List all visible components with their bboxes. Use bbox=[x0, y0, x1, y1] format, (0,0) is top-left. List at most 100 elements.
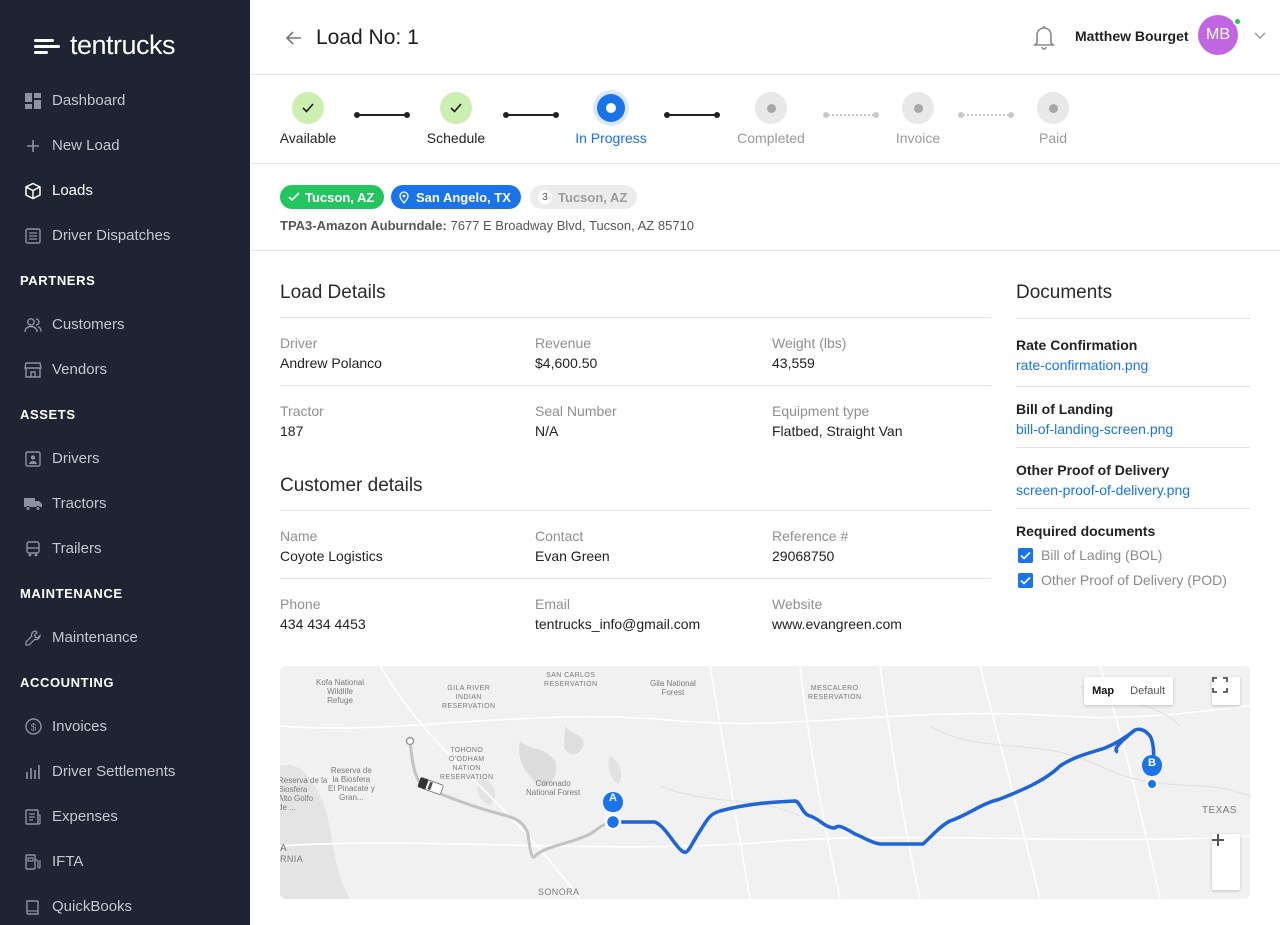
map-label: Gila National Forest bbox=[650, 679, 696, 697]
divider bbox=[280, 578, 991, 579]
stop-chip-delivery[interactable]: San Angelo, TX bbox=[391, 185, 521, 209]
pending-step-icon bbox=[755, 92, 787, 124]
map-type-map-button[interactable]: Map bbox=[1092, 685, 1115, 697]
route-map[interactable]: A B Kofa National Wildlife Refuge GILA R… bbox=[280, 666, 1250, 899]
stop-chip-return[interactable]: 3 Tucson, AZ bbox=[530, 185, 638, 209]
sidebar-item-label: Trailers bbox=[52, 540, 102, 557]
sidebar-item-vendors[interactable]: Vendors bbox=[0, 347, 250, 392]
document-link[interactable]: screen-proof-of-delivery.png bbox=[1016, 482, 1191, 498]
truck-marker-icon bbox=[417, 777, 444, 795]
sidebar-item-dashboard[interactable]: Dashboard bbox=[0, 78, 250, 123]
customer-name-value: Coyote Logistics bbox=[280, 548, 383, 564]
seal-number-value: N/A bbox=[535, 423, 559, 439]
truck-icon bbox=[24, 495, 42, 513]
map-type-default-button[interactable]: Default bbox=[1130, 685, 1165, 697]
document-label: Rate Confirmation bbox=[1016, 337, 1138, 353]
checkbox-label: Other Proof of Delivery (POD) bbox=[1041, 572, 1227, 588]
sidebar-item-expenses[interactable]: Expenses bbox=[0, 794, 250, 839]
document-link[interactable]: bill-of-landing-screen.png bbox=[1016, 421, 1174, 437]
step-label: In Progress bbox=[575, 130, 647, 146]
sidebar-item-drivers[interactable]: Drivers bbox=[0, 436, 250, 481]
brand-logo[interactable]: tentrucks bbox=[34, 30, 176, 61]
field-label: Email bbox=[535, 596, 571, 612]
sidebar-item-ifta[interactable]: IFTA bbox=[0, 839, 250, 884]
divider bbox=[280, 385, 991, 386]
bell-icon[interactable] bbox=[1032, 24, 1056, 50]
weight-value: 43,559 bbox=[772, 355, 815, 371]
check-icon bbox=[288, 192, 300, 202]
field-label: Seal Number bbox=[535, 403, 617, 419]
checkbox-label: Bill of Lading (BOL) bbox=[1041, 547, 1163, 563]
fullscreen-icon[interactable] bbox=[1212, 677, 1240, 705]
sidebar-item-tractors[interactable]: Tractors bbox=[0, 481, 250, 526]
stop-chip-pickup[interactable]: Tucson, AZ bbox=[280, 185, 385, 209]
chevron-down-icon[interactable] bbox=[1253, 28, 1267, 42]
document-link[interactable]: rate-confirmation.png bbox=[1016, 357, 1149, 373]
document-label: Bill of Landing bbox=[1016, 401, 1114, 417]
step-label: Available bbox=[279, 130, 337, 146]
phone-value: 434 434 4453 bbox=[280, 616, 366, 632]
sidebar-item-driver-settlements[interactable]: Driver Settlements bbox=[0, 749, 250, 794]
user-name[interactable]: Matthew Bourget bbox=[1075, 28, 1189, 44]
map-label: Kofa National Wildlife Refuge bbox=[316, 678, 365, 705]
map-pin-icon bbox=[399, 190, 409, 204]
map-label: SAN CARLOS RESERVATION bbox=[544, 672, 598, 688]
back-arrow-icon[interactable] bbox=[284, 28, 304, 48]
sidebar-item-label: Tractors bbox=[52, 495, 107, 512]
bar-chart-icon bbox=[24, 763, 42, 781]
receipt-icon bbox=[24, 808, 42, 826]
field-label: Revenue bbox=[535, 335, 592, 351]
marker-b-label[interactable]: B bbox=[1148, 757, 1156, 769]
pending-step-icon bbox=[902, 92, 934, 124]
map-label: TEXAS bbox=[1202, 805, 1237, 816]
step-connector bbox=[354, 112, 410, 118]
step-label: Completed bbox=[737, 130, 805, 146]
load-details-title: Load Details bbox=[280, 282, 386, 303]
checkbox[interactable] bbox=[1018, 547, 1033, 563]
top-header: Load No: 1 Matthew Bourget MB bbox=[250, 0, 1280, 75]
brand-name: tentrucks bbox=[70, 30, 176, 60]
menu-lines-icon bbox=[34, 37, 60, 55]
avatar[interactable]: MB bbox=[1198, 15, 1238, 55]
sidebar-item-label: Vendors bbox=[52, 361, 108, 378]
map-label: Reserva de la Biosfera Alto Golfo de ... bbox=[280, 776, 328, 812]
sidebar-item-label: QuickBooks bbox=[52, 898, 133, 915]
section-assets: ASSETS bbox=[20, 406, 76, 422]
field-label: Weight (lbs) bbox=[772, 335, 847, 351]
section-maintenance: MAINTENANCE bbox=[20, 585, 123, 601]
stop-chip-label: Tucson, AZ bbox=[305, 189, 375, 205]
sidebar-item-maintenance[interactable]: Maintenance bbox=[0, 615, 250, 660]
field-label: Driver bbox=[280, 335, 318, 351]
current-step-icon bbox=[593, 90, 629, 126]
step-label: Paid bbox=[1038, 130, 1068, 146]
field-label: Website bbox=[772, 596, 823, 612]
sidebar-item-label: Driver Dispatches bbox=[52, 227, 171, 244]
sidebar-item-loads[interactable]: Loads bbox=[0, 168, 250, 213]
sidebar-item-label: Dashboard bbox=[52, 92, 126, 109]
sidebar-item-label: Driver Settlements bbox=[52, 763, 176, 780]
sidebar-item-label: Loads bbox=[52, 182, 93, 199]
stop-address-name: TPA3-Amazon Auburndale: bbox=[280, 218, 447, 233]
sidebar-item-trailers[interactable]: Trailers bbox=[0, 526, 250, 571]
driver-value: Andrew Polanco bbox=[280, 355, 382, 371]
checkbox[interactable] bbox=[1018, 572, 1033, 588]
map-label: GILA RIVER INDIAN RESERVATION bbox=[442, 685, 496, 710]
sidebar-item-driver-dispatches[interactable]: Driver Dispatches bbox=[0, 213, 250, 258]
id-card-icon bbox=[24, 450, 42, 468]
step-connector bbox=[823, 112, 879, 118]
step-connector bbox=[503, 112, 559, 118]
website-value: www.evangreen.com bbox=[772, 616, 902, 632]
sidebar-item-new-load[interactable]: New Load bbox=[0, 123, 250, 168]
stop-number: 3 bbox=[538, 190, 552, 204]
field-label: Phone bbox=[280, 596, 321, 612]
sidebar-item-customers[interactable]: Customers bbox=[0, 302, 250, 347]
svg-text:$: $ bbox=[30, 723, 36, 734]
sidebar-item-label: Invoices bbox=[52, 718, 108, 735]
sidebar-item-invoices[interactable]: $ Invoices bbox=[0, 704, 250, 749]
sidebar-item-quickbooks[interactable]: QuickBooks bbox=[0, 884, 250, 925]
marker-a-label[interactable]: A bbox=[609, 792, 617, 804]
step-label: Invoice bbox=[895, 130, 941, 146]
tractor-value: 187 bbox=[280, 423, 304, 439]
sidebar-item-label: New Load bbox=[52, 137, 120, 154]
plus-icon bbox=[24, 137, 42, 155]
